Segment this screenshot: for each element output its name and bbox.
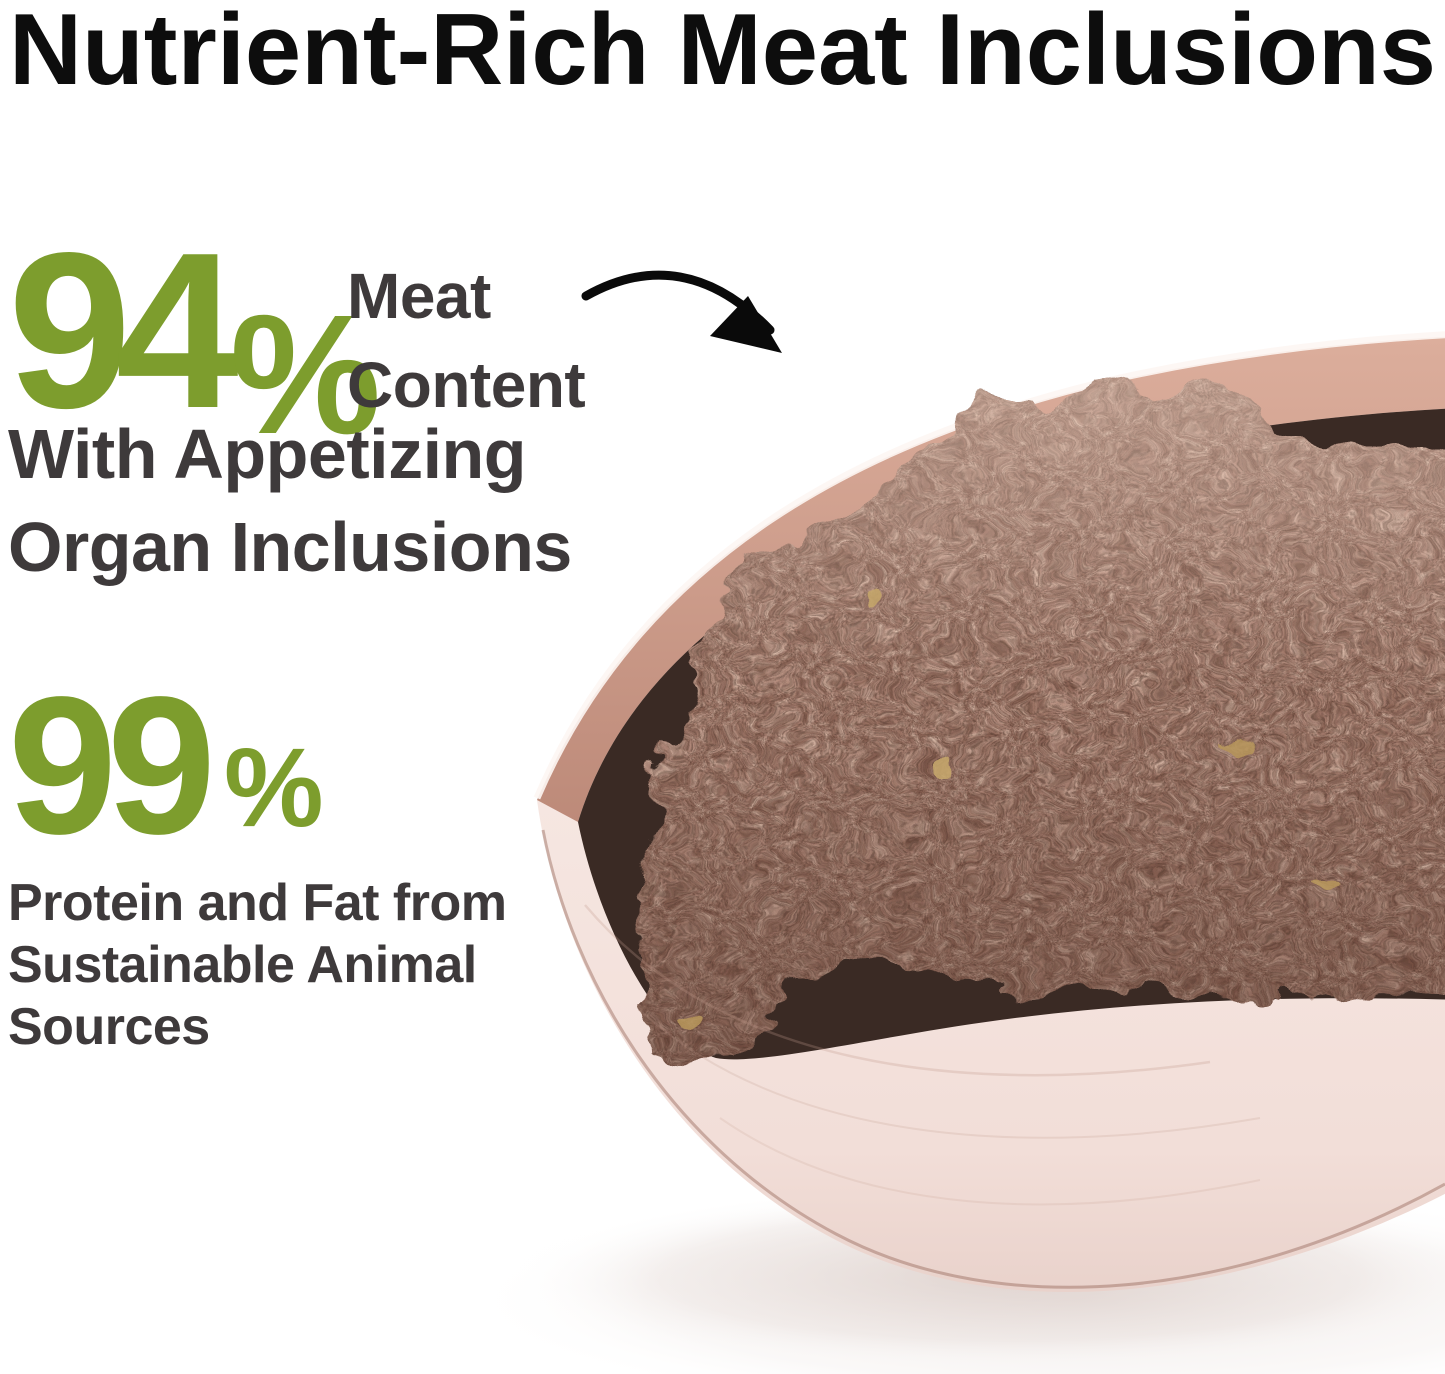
headline-wrap: Nutrient-Rich Meat Inclusions xyxy=(9,0,1436,106)
page-title: Nutrient-Rich Meat Inclusions xyxy=(9,0,1436,106)
stat-meat-label-line-1: Meat xyxy=(347,260,491,332)
stat-meat-percent-sign: % xyxy=(230,280,382,470)
curved-arrow-icon xyxy=(581,270,782,353)
bowl-bottom-edge xyxy=(541,829,1445,1289)
meat-pate xyxy=(643,371,1445,1063)
stat-protein-value: 99 xyxy=(8,656,216,875)
stat-protein-caption: Protein and Fat from Sustainable Animal … xyxy=(8,872,507,1058)
bowl-rim-highlight xyxy=(533,331,1445,800)
subheading-line-2: Organ Inclusions xyxy=(8,508,572,586)
stat-meat-label: Meat Content xyxy=(347,252,586,430)
stat-meat-value: 94 xyxy=(8,207,239,455)
stat-protein-percent-sign: % xyxy=(224,725,324,850)
stat-protein-caption-line-1: Protein and Fat from xyxy=(8,874,507,932)
subheading-line-1: With Appetizing xyxy=(8,415,527,493)
stat-protein-caption-line-2: Sustainable Animal xyxy=(8,936,477,994)
bowl-ridge-lines xyxy=(584,904,1261,1206)
subheading: With Appetizing Organ Inclusions xyxy=(8,408,572,594)
stat-protein-caption-line-3: Sources xyxy=(8,998,210,1056)
stat-meat-label-line-2: Content xyxy=(347,349,586,421)
